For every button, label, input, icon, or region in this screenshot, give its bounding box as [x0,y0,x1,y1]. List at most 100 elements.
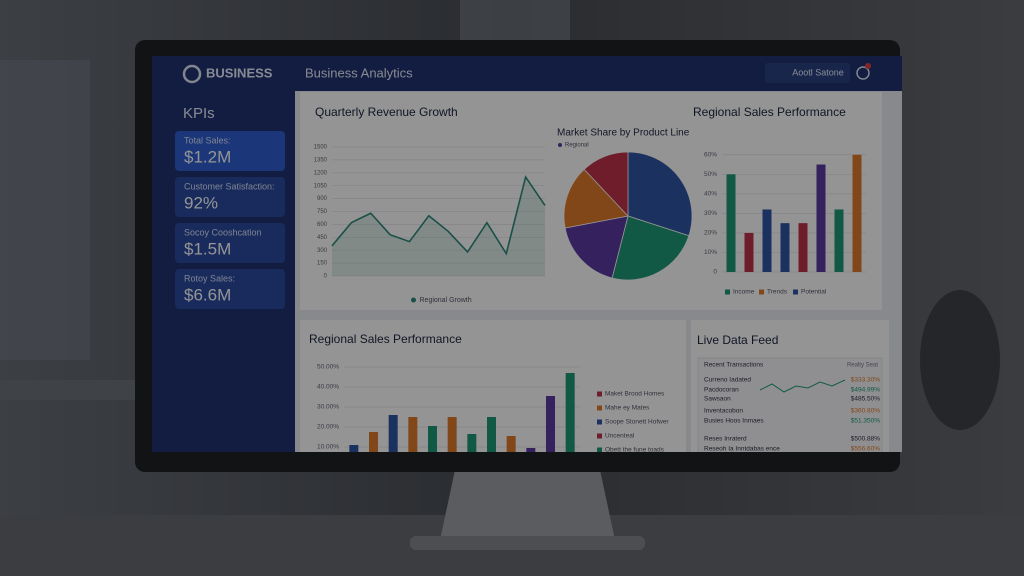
legend-label: Soope Stonett Hofwer [605,419,669,426]
notification-dot [865,63,871,69]
kpi-label: Rotoy Sales: [184,273,235,283]
person-silhouette [920,290,1000,430]
legend-swatch [597,447,602,452]
y-tick-label: 0 [713,269,717,276]
kpi-value: $1.5M [184,239,231,258]
kpi-label: Customer Satisfaction: [184,181,275,191]
y-tick-label: 300 [317,248,328,254]
y-tick-label: 20% [704,230,717,237]
panel-title: Live Data Feed [697,333,778,347]
y-tick-label: 150 [317,261,328,267]
bar [388,415,398,452]
table-cell: Sawsaon [704,396,731,403]
table-header: Realty Seat [847,363,878,369]
bar [408,417,418,452]
y-tick-label: 30.00% [317,404,339,411]
legend-swatch [597,405,602,411]
legend-swatch [725,289,730,295]
table-cell: Pacdocoran [704,387,739,394]
legend-swatch [793,289,798,295]
bar [369,432,378,452]
bar [349,445,359,452]
legend-label: Potential [801,289,827,296]
table-cell: $51.350% [851,418,880,425]
y-tick-label: 600 [317,222,328,228]
bar [546,396,555,452]
pie-slice [564,215,629,279]
bar [726,174,736,272]
chart-title: Quarterly Revenue Growth [315,105,458,119]
y-tick-label: 20.00% [317,424,339,431]
monitor-stand [440,470,615,540]
table-cell: Reseoh Ia Inntdabas ence [704,446,780,453]
y-tick-label: 40.00% [317,384,339,391]
legend-swatch [597,419,602,425]
bar [467,434,477,452]
table-cell: $360.80% [851,408,880,415]
kpi-label: Socoy Cooshcation [184,227,262,237]
pie-slice [611,215,690,281]
logo-icon [182,64,202,84]
area [332,177,545,276]
kpi-value: $1.2M [184,147,231,166]
legend-label: Trends [767,289,788,296]
bar [834,209,844,272]
y-tick-label: 10% [704,249,717,256]
sparkline [759,379,846,393]
y-tick-label: 10.00% [317,444,339,451]
table-cell: $333.30% [851,377,880,384]
header-button-label[interactable]: Aootl Satone [792,67,844,77]
page-title: Business Analytics [305,65,413,80]
y-tick-label: 40% [704,191,717,198]
bar [447,417,457,452]
y-tick-label: 750 [317,209,328,215]
legend-swatch [558,143,562,147]
legend-label: Maket Brood Homes [605,391,665,398]
sidebar-title: KPIs [183,105,215,122]
y-tick-label: 0 [324,274,328,280]
kpi-card [175,131,285,171]
pie-slice [563,168,629,229]
y-tick-label: 450 [317,235,328,241]
y-tick-label: 1200 [314,170,328,176]
legend-swatch [597,391,602,397]
kpi-label: Total Sales: [184,135,231,145]
kpi-value: 92% [184,193,218,212]
line [331,175,546,256]
kpi-value: $6.6M [184,285,231,304]
legend-label: Uncenteal [605,433,635,440]
legend-swatch [411,297,416,303]
bar [762,209,772,272]
legend-label: Regional [565,143,589,149]
y-tick-label: 60% [704,151,717,158]
y-tick-label: 50% [704,171,717,178]
bar [744,232,754,272]
y-tick-label: 50.00% [317,364,339,371]
screen: BUSINESS Business Analytics Aootl Satone… [152,56,902,454]
table-cell: $494.99% [851,387,880,394]
table-header: Recent Transactions [704,362,764,369]
header-button[interactable] [765,63,850,83]
brand: BUSINESS [206,65,273,80]
kpi-card [175,223,285,263]
bar [852,154,862,272]
bar [798,223,808,272]
bar [487,417,496,452]
ceiling-light [460,0,570,40]
table-cell: Curreno Iadated [704,377,751,384]
table-cell: Inventacobon [704,408,743,415]
legend-label: Regional Growth [420,297,472,304]
kpi-card [175,269,285,309]
table-cell: $556.60% [851,446,880,453]
legend-label: Income [733,289,755,296]
legend-swatch [597,433,602,439]
pie-slice [583,151,629,218]
chart-title: Market Share by Product Line [557,128,690,139]
desk-left [0,380,140,400]
legend-label: Obett the fune toads [605,447,665,454]
bar [780,223,790,272]
notification-icon[interactable] [856,66,870,80]
chart-title: Regional Sales Performance [309,332,462,346]
y-tick-label: 1350 [314,157,328,163]
